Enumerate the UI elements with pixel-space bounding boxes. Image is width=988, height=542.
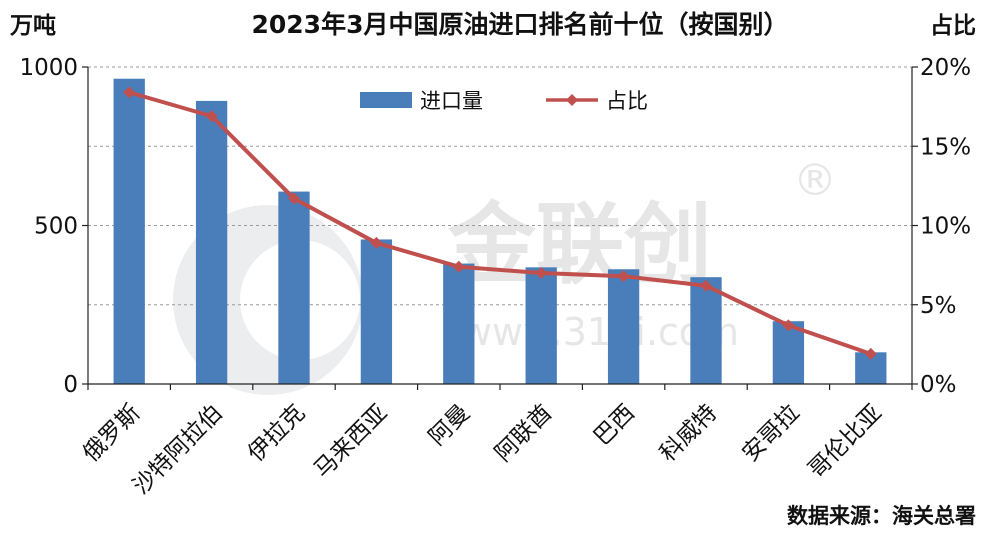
y-tick-label: 0 <box>63 372 78 398</box>
y2-tick-label: 10% <box>920 214 971 240</box>
y-tick-label: 500 <box>34 214 78 240</box>
bar <box>195 100 228 384</box>
share-line-point <box>617 270 630 283</box>
bar <box>772 321 805 384</box>
share-line-point <box>452 260 465 273</box>
y2-tick-label: 20% <box>920 55 971 81</box>
y-axis-ticks: 0 500 1000 <box>19 55 88 398</box>
bar <box>278 191 310 384</box>
x-tick-label: 阿联酋 <box>490 400 557 467</box>
bar <box>690 277 722 384</box>
share-line-point <box>370 236 383 249</box>
y2-axis-label: 占比 <box>930 13 976 39</box>
share-line-point <box>205 110 218 123</box>
share-line-path <box>128 90 872 356</box>
legend-label-bar: 进口量 <box>420 89 483 113</box>
share-line-point <box>288 192 300 205</box>
bar <box>525 267 557 384</box>
y2-tick-label: 5% <box>920 293 957 319</box>
y2-tick-label: 0% <box>920 372 957 398</box>
share-line-point <box>864 347 877 360</box>
x-tick-label: 哥伦比亚 <box>804 400 887 483</box>
legend: 进口量 占比 <box>360 89 648 113</box>
share-line-point <box>535 267 548 280</box>
share-line-point <box>123 86 136 99</box>
bar <box>360 239 393 384</box>
x-tick-label: 伊拉克 <box>243 400 310 467</box>
source-note: 数据来源：海关总署 <box>787 504 976 528</box>
share-line <box>123 86 877 360</box>
legend-swatch-bar <box>360 92 412 108</box>
bar <box>113 78 145 384</box>
bar <box>443 263 475 384</box>
x-tick-label: 沙特阿拉伯 <box>128 400 228 500</box>
chart-title: 2023年3月中国原油进口排名前十位（按国别） <box>252 10 789 39</box>
legend-swatch-marker <box>566 94 578 106</box>
share-line-point <box>700 279 712 292</box>
y-axis-label: 万吨 <box>10 13 56 39</box>
y-tick-label: 1000 <box>19 55 78 81</box>
x-tick-label: 巴西 <box>589 400 640 451</box>
x-tick-label: 俄罗斯 <box>78 400 145 467</box>
watermark-registered-mark: ® <box>793 155 837 206</box>
share-line-point <box>782 319 795 332</box>
x-tick-label: 马来西亚 <box>309 400 392 483</box>
x-tick-label: 安哥拉 <box>737 400 804 467</box>
x-tick-label: 科威特 <box>655 400 722 467</box>
watermark-text: 金联创 <box>447 193 712 296</box>
x-tick-label: 阿曼 <box>424 400 475 451</box>
grid <box>88 66 912 306</box>
bar <box>607 269 640 384</box>
legend-label-line: 占比 <box>606 89 648 113</box>
y2-tick-label: 15% <box>920 134 971 160</box>
y2-axis-ticks: 0% 5% 10% 15% 20% <box>912 55 971 398</box>
watermark: 金联创 www.315i.com ® <box>173 155 837 395</box>
